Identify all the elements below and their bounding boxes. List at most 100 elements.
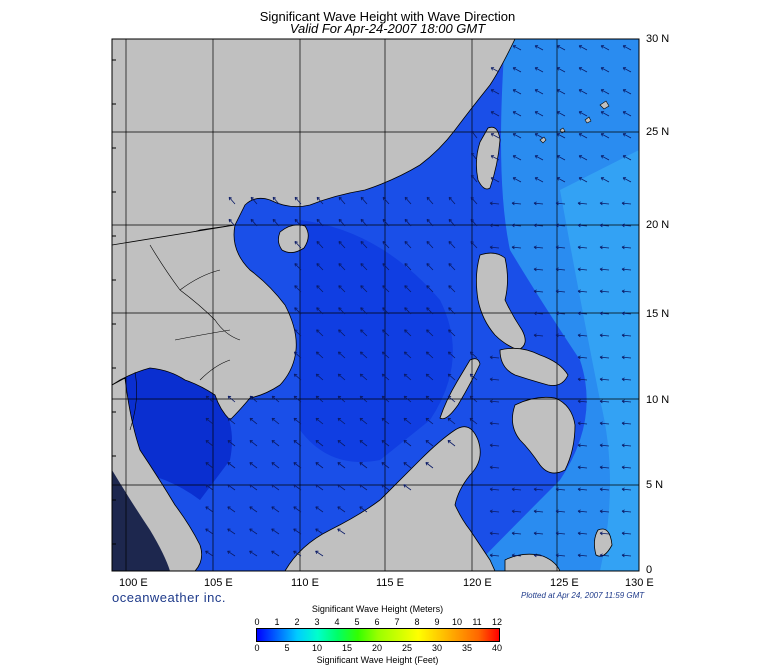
wave-arrow [577,289,588,294]
wave-arrow [621,223,632,228]
wave-arrow [578,45,588,51]
wave-arrow [448,263,456,271]
wave-arrow [578,155,588,161]
wave-arrow [205,484,214,491]
wave-arrow [600,45,610,51]
wave-arrow [293,373,302,381]
legend-feet-tick: 10 [311,643,323,653]
wave-arrow [294,218,302,227]
wave-arrow [556,177,566,183]
land-visayas [499,347,569,386]
legend-meter-tick: 3 [314,617,320,627]
wave-arrow [447,373,456,381]
land-luzon [476,252,526,351]
wave-arrow [293,395,302,403]
wave-arrow [621,289,632,294]
wave-arrow [534,67,544,73]
wave-arrow [489,421,500,426]
wave-arrow [315,440,324,447]
legend-meter-tick: 12 [491,617,503,627]
wave-arrow [338,285,346,293]
wave-arrow [490,133,500,139]
wave-arrow [621,509,632,514]
wave-arrow [577,421,588,426]
wave-arrow [577,245,588,250]
wave-arrow [556,111,566,117]
wave-arrow [294,329,302,337]
wave-arrow [512,133,522,139]
wave-arrow [490,111,500,117]
wave-arrow [489,531,500,536]
wave-arrow [381,484,390,491]
brand-logo-text: oceanweather inc. [112,590,227,605]
wave-arrow [534,89,544,95]
wave-arrow [359,351,368,359]
wave-arrow [512,177,522,183]
wave-arrow [599,311,610,316]
wave-arrow [249,440,258,447]
lon-label-100: 100 E [119,577,148,589]
wave-arrow [511,531,522,536]
wave-arrow [534,45,544,51]
wave-arrow [337,440,346,447]
wave-arrow [403,417,412,425]
wave-arrow [294,196,302,205]
wave-arrow [382,196,390,205]
wave-arrow [294,241,302,249]
wave-arrow [555,509,566,514]
wave-arrow [577,531,588,536]
wave-arrow [533,487,544,492]
wave-arrow [360,241,368,249]
wave-arrow [447,351,456,359]
wave-arrow [338,241,346,249]
lat-label-30: 30 N [646,33,670,45]
legend-feet-tick: 5 [284,643,290,653]
wave-arrow [337,462,346,469]
wave-arrow [205,528,214,535]
wave-arrow [556,89,566,95]
wave-arrow [447,440,456,447]
lon-label-105: 105 E [204,577,233,589]
wave-arrow [577,201,588,206]
wave-arrow [556,133,566,139]
wave-arrow [316,196,324,205]
wave-arrow [621,311,632,316]
wave-arrow [227,528,236,535]
plotted-timestamp: Plotted at Apr 24, 2007 11:59 GMT [521,591,645,600]
wave-arrow [489,377,500,382]
wave-arrow [578,111,588,117]
map-title: Significant Wave Height with Wave Direct… [259,9,516,24]
wave-arrow [250,218,258,227]
wave-arrow [555,311,566,316]
wave-arrow [555,223,566,228]
wave-arrow [448,285,456,293]
wave-arrow [426,263,434,271]
legend-meter-tick: 10 [451,617,463,627]
wave-arrow [555,487,566,492]
wave-arrow [469,417,478,425]
wave-arrow [271,462,280,469]
wave-arrow [337,506,346,513]
wave-arrow [249,506,258,513]
legend-meter-tick: 4 [334,617,340,627]
wave-arrow [556,67,566,73]
wave-arrow [622,133,632,139]
wave-arrow [470,218,478,227]
lat-label-10: 10 N [646,394,670,406]
wave-arrow [469,395,478,403]
wave-arrow [381,462,390,469]
wave-arrow [249,462,258,469]
wave-arrow [600,155,610,161]
wave-arrow [404,241,412,249]
wave-arrow [425,440,434,447]
wave-arrow [577,553,588,558]
wave-arrow [382,307,390,315]
land-ryukyu [539,100,610,144]
wave-arrow [599,377,610,382]
legend-feet-tick: 20 [371,643,383,653]
wave-arrow [600,67,610,73]
wave-arrow [533,333,544,338]
wave-arrow [577,223,588,228]
wave-arrow [205,440,214,447]
wave-arrow [316,218,324,227]
